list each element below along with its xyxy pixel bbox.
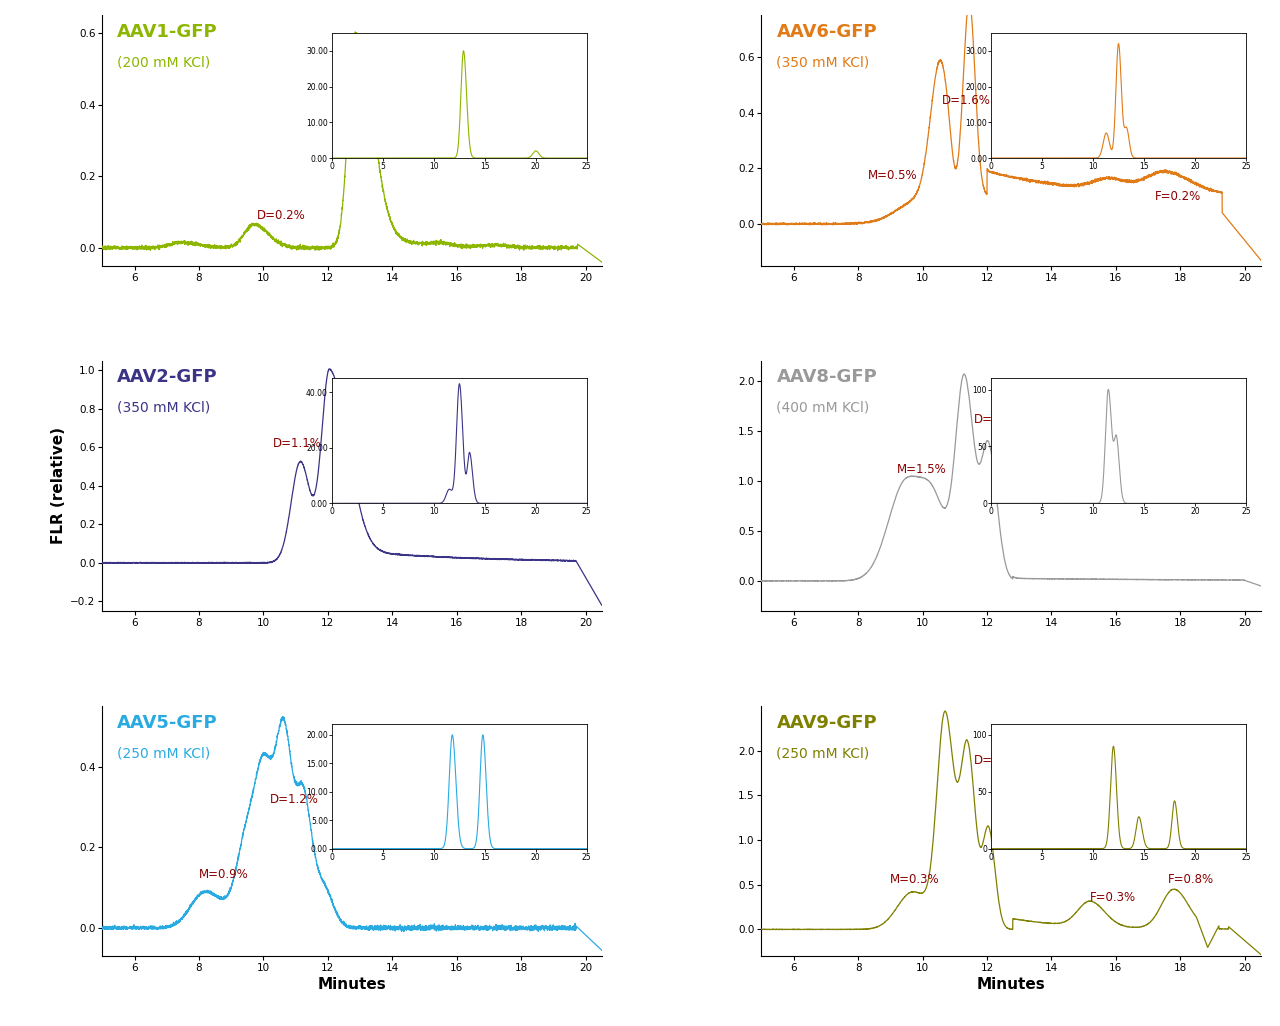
Text: (350 mM KCl): (350 mM KCl) <box>777 55 869 70</box>
Text: (250 mM KCl): (250 mM KCl) <box>777 746 869 760</box>
Text: AAV5-GFP: AAV5-GFP <box>118 713 218 732</box>
Text: D=1.6%: D=1.6% <box>942 94 991 108</box>
Text: M=0.3%: M=0.3% <box>891 873 940 886</box>
Text: M=1.5%: M=1.5% <box>897 463 946 476</box>
Text: F=0.2%: F=0.2% <box>1155 190 1201 203</box>
Text: F=0.8%: F=0.8% <box>1167 873 1213 886</box>
Text: F=0.3%: F=0.3% <box>1091 891 1137 904</box>
Text: M=0.9%: M=0.9% <box>200 868 248 880</box>
Text: (400 mM KCl): (400 mM KCl) <box>777 401 869 415</box>
Text: D=0.2%: D=0.2% <box>257 209 306 223</box>
Text: (350 mM KCl): (350 mM KCl) <box>118 401 211 415</box>
Text: AAV6-GFP: AAV6-GFP <box>777 23 877 41</box>
Text: D=1.1%: D=1.1% <box>273 437 323 450</box>
Text: D=1.5%: D=1.5% <box>974 754 1023 767</box>
Text: D=1.2%: D=1.2% <box>270 793 319 805</box>
Text: AAV1-GFP: AAV1-GFP <box>118 23 218 41</box>
Text: AAV2-GFP: AAV2-GFP <box>118 368 218 386</box>
Text: AAV9-GFP: AAV9-GFP <box>777 713 877 732</box>
Text: D=1.5%: D=1.5% <box>974 412 1023 426</box>
X-axis label: Minutes: Minutes <box>977 978 1046 992</box>
X-axis label: Minutes: Minutes <box>317 978 387 992</box>
Y-axis label: FLR (relative): FLR (relative) <box>51 427 67 545</box>
Text: M=0.5%: M=0.5% <box>868 169 918 183</box>
Text: AAV8-GFP: AAV8-GFP <box>777 368 877 386</box>
Text: (200 mM KCl): (200 mM KCl) <box>118 55 211 70</box>
Text: (250 mM KCl): (250 mM KCl) <box>118 746 211 760</box>
